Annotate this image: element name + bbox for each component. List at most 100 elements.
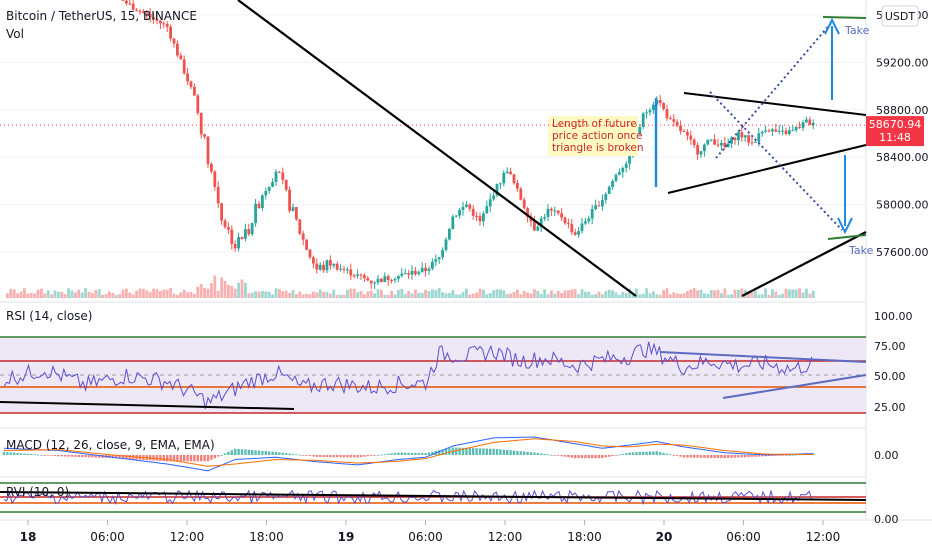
candle-body — [329, 260, 332, 266]
macd-histogram-bar — [98, 455, 101, 458]
projection-down-dotted[interactable] — [709, 91, 843, 231]
volume-indicator-label[interactable]: Vol — [6, 27, 24, 41]
volume-bar — [67, 288, 70, 298]
candle-body — [675, 121, 679, 126]
macd-histogram-bar — [366, 455, 369, 457]
volume-bar — [318, 289, 322, 298]
macd-histogram-bar — [672, 455, 675, 456]
candle-body — [410, 270, 414, 275]
candle-body — [380, 278, 383, 283]
macd-histogram-bar — [227, 451, 230, 455]
volume-bar — [730, 294, 733, 298]
candle-body — [512, 174, 516, 184]
symbol-title[interactable]: Bitcoin / TetherUS, 15, BINANCE — [6, 9, 197, 23]
macd-histogram-bar — [271, 451, 274, 455]
target-upper-line[interactable] — [822, 16, 867, 19]
candle-body — [346, 269, 349, 271]
candle-body — [169, 26, 172, 39]
rsi-label[interactable]: RSI (14, close) — [6, 309, 92, 323]
volume-bar — [679, 294, 682, 298]
candle-body — [434, 259, 438, 262]
annotation-box[interactable] — [548, 116, 638, 156]
volume-bar — [587, 291, 591, 298]
volume-bar — [682, 293, 686, 298]
volume-bar — [342, 294, 346, 298]
volume-bar — [774, 291, 778, 298]
arrow-down-head[interactable] — [837, 217, 853, 235]
candle-body — [740, 132, 744, 138]
rsi-triangle-lower[interactable] — [722, 374, 867, 399]
candle-body — [356, 274, 359, 276]
volume-bar — [526, 292, 529, 298]
volume-bar — [138, 288, 142, 298]
candle-body — [665, 109, 669, 119]
volume-bar — [543, 289, 546, 298]
candle-body — [519, 188, 523, 200]
candle-body — [342, 268, 346, 270]
candle-body — [390, 279, 393, 281]
rsi-trendline[interactable] — [0, 401, 295, 410]
candle-body — [213, 171, 217, 187]
candle-body — [131, 3, 135, 10]
macd-label[interactable]: MACD (12, 26, close, 9, EMA, EMA) — [6, 438, 215, 452]
ascending-trendline[interactable] — [741, 231, 867, 297]
volume-bar — [689, 289, 693, 298]
macd-histogram-bar — [778, 455, 781, 456]
volume-bar — [764, 288, 767, 298]
time-axis[interactable]: 18 06:00 12:00 18:00 19 06:00 12:00 18:00 20 06:0… — [20, 520, 841, 544]
candle-body — [176, 43, 179, 56]
take-label-upper: Take — [844, 24, 870, 37]
volume-bar — [267, 291, 271, 298]
candle-body — [556, 210, 560, 214]
volume-bar — [604, 291, 608, 298]
volume-bar — [50, 294, 53, 298]
candle-body — [121, 0, 125, 1]
arrow-up-head[interactable] — [824, 17, 840, 35]
volume-bar — [352, 288, 356, 298]
macd-histogram-bar — [733, 455, 737, 458]
volume-bar — [798, 288, 801, 298]
descending-trendline[interactable] — [237, 0, 637, 297]
volume-bar — [284, 290, 288, 298]
triangle-lower-line[interactable] — [667, 144, 867, 194]
volume-bar — [747, 291, 750, 298]
macd-histogram-bar — [370, 455, 373, 456]
trendline-drawings[interactable] — [237, 0, 867, 297]
macd-histogram-bar — [53, 455, 57, 456]
macd-histogram-bar — [121, 455, 125, 459]
candle-body — [376, 278, 380, 283]
candle-body — [335, 263, 339, 270]
rsi-triangle-upper[interactable] — [659, 351, 867, 363]
macd-histogram-bar — [635, 452, 638, 455]
macd-histogram-bar — [771, 455, 774, 456]
rvi-trendline[interactable] — [0, 491, 867, 501]
rvi-label[interactable]: RVI (10, 0) — [6, 485, 69, 499]
candle-body — [240, 236, 244, 239]
macd-histogram-bar — [669, 454, 672, 456]
volume-bar — [760, 294, 764, 298]
candle-body — [686, 131, 689, 136]
candle-body — [658, 99, 662, 104]
volume-bar — [186, 292, 189, 298]
volume-bar — [546, 294, 550, 298]
candle-body — [274, 171, 278, 183]
macd-histogram-bar — [750, 455, 754, 457]
macd-histogram-bar — [291, 453, 295, 455]
candle-body — [444, 239, 448, 251]
volume-bar — [652, 291, 655, 298]
candle-body — [733, 137, 737, 141]
target-lower-line[interactable] — [827, 234, 867, 240]
candle-body — [495, 184, 499, 196]
macd-histogram-bar — [257, 450, 261, 455]
candle-body — [441, 250, 444, 258]
macd-histogram-bar — [288, 453, 291, 455]
currency-button[interactable]: USDT — [881, 5, 919, 27]
candle-body — [607, 186, 611, 194]
volume-bar — [505, 294, 509, 298]
macd-histogram-bar — [247, 449, 250, 455]
volume-bar — [278, 289, 281, 298]
candle-body — [720, 142, 723, 146]
volume-bar — [176, 294, 179, 298]
volume-bar — [172, 293, 176, 298]
